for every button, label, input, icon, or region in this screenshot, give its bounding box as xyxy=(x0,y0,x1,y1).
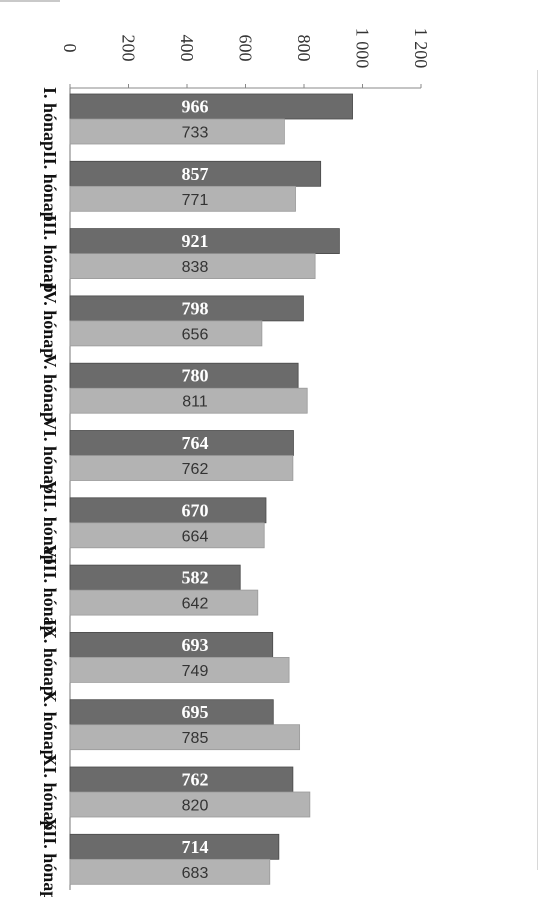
bar-s1-7 xyxy=(69,497,267,524)
category-label-1: I. hónap xyxy=(40,87,60,151)
category-label-2: II. hónap xyxy=(40,151,60,222)
category-label-12: XII. hónap xyxy=(40,817,60,897)
data-label-s2-5: 811 xyxy=(182,394,208,411)
category-label-6: VI. hónap xyxy=(40,417,60,494)
category-label-5: V. hónap xyxy=(40,354,60,422)
data-label-s1-1: 966 xyxy=(182,97,209,117)
category-label-10: X. hónap xyxy=(40,690,60,760)
data-label-s1-12: 714 xyxy=(182,837,209,857)
data-label-s1-8: 582 xyxy=(182,568,209,588)
value-tick-label: 1 000 xyxy=(353,28,373,69)
bar-s2-4 xyxy=(69,320,263,347)
data-label-s2-9: 749 xyxy=(182,663,209,680)
category-label-11: XI. hónap xyxy=(40,753,60,830)
bar-s2-11 xyxy=(69,791,311,818)
value-tick-label: 400 xyxy=(177,35,197,62)
bar-s1-6 xyxy=(69,430,294,456)
category-label-3: III. hónap xyxy=(40,215,60,293)
value-tick-label: 600 xyxy=(236,35,256,62)
scan-edge-right xyxy=(537,70,538,870)
data-label-s1-3: 921 xyxy=(182,231,209,251)
bar-s1-1 xyxy=(69,93,353,120)
bar-s2-2 xyxy=(69,185,296,212)
data-label-s1-4: 798 xyxy=(182,298,209,318)
category-label-9: IX. hónap xyxy=(40,619,60,696)
data-label-s2-12: 683 xyxy=(182,865,209,882)
bar-s1-11 xyxy=(69,766,294,793)
bar-s2-9 xyxy=(69,657,290,683)
bar-s2-1 xyxy=(69,118,285,145)
data-label-s2-7: 664 xyxy=(182,528,209,545)
data-label-s1-6: 764 xyxy=(182,433,209,453)
bar-s1-5 xyxy=(69,362,299,389)
value-tick-label: 200 xyxy=(119,35,139,62)
bar-s1-2 xyxy=(69,160,322,187)
data-label-s1-7: 670 xyxy=(182,500,209,520)
data-label-s2-2: 771 xyxy=(182,192,209,209)
data-label-s2-8: 642 xyxy=(182,596,209,613)
data-label-s1-10: 695 xyxy=(182,702,209,722)
category-label-7: VII. hónap xyxy=(40,481,60,565)
value-tick-label: 0 xyxy=(60,44,80,53)
bar-s2-6 xyxy=(69,455,294,481)
scan-edge-top xyxy=(0,0,60,2)
data-label-s2-3: 838 xyxy=(182,259,209,276)
bar-s1-10 xyxy=(69,699,274,726)
bar-s2-3 xyxy=(69,253,316,280)
data-label-s1-9: 693 xyxy=(182,635,209,655)
data-label-s2-4: 656 xyxy=(182,326,209,343)
data-label-s2-1: 733 xyxy=(182,125,209,142)
data-label-s1-5: 780 xyxy=(182,366,209,386)
bar-s2-8 xyxy=(69,589,259,616)
data-label-s1-2: 857 xyxy=(182,164,209,184)
bar-s2-10 xyxy=(69,724,301,751)
bar-s2-12 xyxy=(69,858,271,885)
data-label-s2-10: 785 xyxy=(182,730,209,747)
category-label-4: IV. hónap xyxy=(40,284,60,359)
bar-s2-5 xyxy=(69,387,308,414)
data-label-s1-11: 762 xyxy=(182,770,209,790)
data-label-s2-6: 762 xyxy=(182,461,209,478)
bar-s1-12 xyxy=(69,833,280,860)
value-tick-label: 1 200 xyxy=(411,28,431,69)
bar-s1-8 xyxy=(69,564,241,591)
category-label-8: VIII. hónap xyxy=(40,545,60,636)
bar-s2-7 xyxy=(69,522,265,549)
bar-s1-9 xyxy=(69,632,274,658)
data-label-s2-11: 820 xyxy=(182,798,209,815)
value-tick-label: 800 xyxy=(294,35,314,62)
